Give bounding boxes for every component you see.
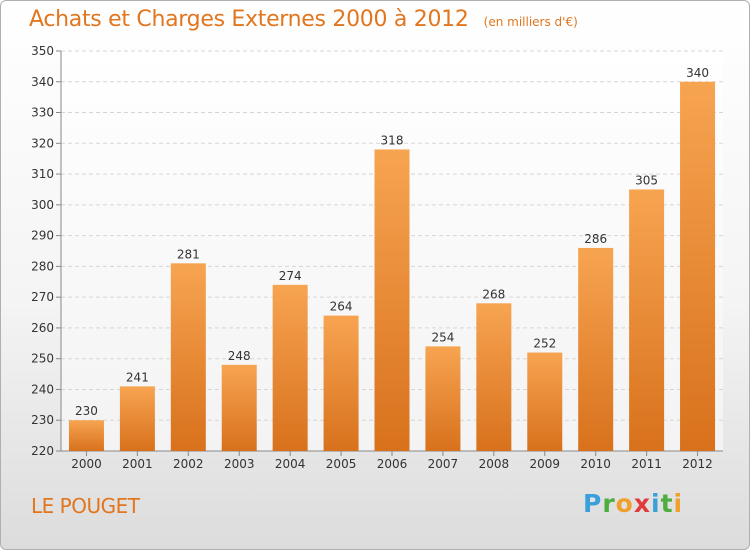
y-tick-label: 330 — [31, 106, 54, 120]
bar-value-label: 241 — [126, 370, 149, 384]
proxiti-logo: Proxiti — [583, 489, 683, 518]
x-tick-label: 2001 — [122, 457, 153, 471]
y-tick-label: 350 — [31, 44, 54, 58]
title-line: Achats et Charges Externes 2000 à 2012 (… — [29, 7, 578, 32]
bar-value-label: 252 — [533, 337, 556, 351]
bar — [680, 81, 716, 452]
chart-subtitle: (en milliers d'€) — [483, 15, 578, 29]
chart-title: Achats et Charges Externes 2000 à 2012 — [29, 7, 469, 32]
y-tick-label: 310 — [31, 167, 54, 181]
logo-letter: x — [633, 489, 651, 518]
bar — [374, 149, 410, 451]
bar-value-label: 254 — [431, 330, 454, 344]
x-tick-label: 2008 — [479, 457, 510, 471]
bar — [272, 284, 308, 451]
x-tick-label: 2003 — [224, 457, 255, 471]
bar — [578, 247, 614, 451]
bar-value-label: 340 — [686, 66, 709, 80]
bar-value-label: 274 — [279, 269, 302, 283]
bar-value-label: 264 — [330, 300, 353, 314]
y-tick-label: 280 — [31, 259, 54, 273]
y-tick-label: 270 — [31, 290, 54, 304]
x-tick-label: 2007 — [428, 457, 459, 471]
y-tick-label: 260 — [31, 321, 54, 335]
logo-letter: o — [615, 489, 634, 518]
bar — [476, 303, 512, 451]
bar — [629, 189, 665, 451]
x-tick-label: 2006 — [377, 457, 408, 471]
bar-value-label: 286 — [584, 232, 607, 246]
y-tick-label: 340 — [31, 75, 54, 89]
y-tick-label: 300 — [31, 198, 54, 212]
logo-letter: i — [673, 489, 684, 518]
logo-letter: r — [602, 489, 616, 518]
x-tick-label: 2005 — [326, 457, 357, 471]
bar — [170, 263, 206, 451]
bar — [119, 386, 155, 451]
bar-value-label: 230 — [75, 404, 98, 418]
x-tick-label: 2004 — [275, 457, 306, 471]
x-tick-label: 2012 — [682, 457, 713, 471]
y-tick-label: 290 — [31, 229, 54, 243]
commune-label: LE POUGET — [31, 494, 140, 518]
logo-letter: i — [651, 489, 661, 518]
bar — [323, 315, 359, 451]
x-tick-label: 2009 — [529, 457, 560, 471]
bar-value-label: 268 — [482, 287, 505, 301]
x-tick-label: 2002 — [173, 457, 204, 471]
y-tick-label: 220 — [31, 444, 54, 458]
bar — [68, 420, 104, 451]
bar — [527, 352, 563, 451]
y-tick-label: 250 — [31, 352, 54, 366]
bar — [221, 364, 257, 451]
bar-value-label: 281 — [177, 247, 200, 261]
y-tick-label: 240 — [31, 382, 54, 396]
logo-letter: P — [583, 489, 603, 518]
x-tick-label: 2010 — [580, 457, 611, 471]
x-tick-label: 2000 — [71, 457, 102, 471]
bar-value-label: 318 — [381, 133, 404, 147]
y-tick-label: 230 — [31, 413, 54, 427]
bar-value-label: 248 — [228, 349, 251, 363]
bar-value-label: 305 — [635, 173, 658, 187]
x-tick-label: 2011 — [631, 457, 662, 471]
bar — [425, 346, 461, 451]
y-tick-label: 320 — [31, 136, 54, 150]
logo-letter: t — [660, 489, 674, 518]
